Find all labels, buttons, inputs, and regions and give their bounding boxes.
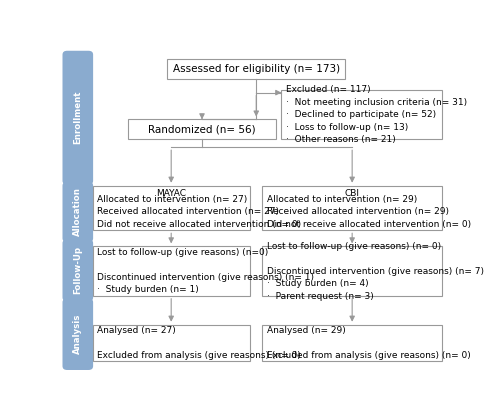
- Text: Lost to follow-up (give reasons) (n= 0)

Discontinued intervention (give reasons: Lost to follow-up (give reasons) (n= 0) …: [266, 242, 484, 300]
- Text: Allocated to intervention (n= 29)
Received allocated intervention (n= 29)
Did no: Allocated to intervention (n= 29) Receiv…: [266, 195, 471, 229]
- Text: Analysis: Analysis: [74, 314, 82, 354]
- FancyBboxPatch shape: [62, 182, 93, 242]
- FancyBboxPatch shape: [62, 239, 93, 301]
- FancyBboxPatch shape: [62, 51, 93, 185]
- Bar: [92, 325, 250, 361]
- Text: Enrollment: Enrollment: [74, 91, 82, 144]
- Bar: [262, 247, 442, 296]
- Bar: [262, 325, 442, 361]
- Text: MAYAC: MAYAC: [156, 189, 186, 198]
- Bar: [262, 186, 442, 230]
- Text: Lost to follow-up (give reasons) (n=0)

Discontinued intervention (give reasons): Lost to follow-up (give reasons) (n=0) D…: [98, 248, 314, 294]
- FancyBboxPatch shape: [62, 298, 93, 370]
- Text: Analysed (n= 27)

Excluded from analysis (give reasons) (n= 0): Analysed (n= 27) Excluded from analysis …: [98, 326, 301, 360]
- Text: Allocated to intervention (n= 27)
Received allocated intervention (n= 27)
Did no: Allocated to intervention (n= 27) Receiv…: [98, 195, 302, 229]
- Text: Follow-Up: Follow-Up: [74, 246, 82, 294]
- Text: CBI: CBI: [344, 189, 360, 198]
- Text: Analysed (n= 29)

Excluded from analysis (give reasons) (n= 0): Analysed (n= 29) Excluded from analysis …: [266, 326, 470, 360]
- Bar: [282, 90, 442, 139]
- Bar: [167, 59, 346, 78]
- Bar: [92, 247, 250, 296]
- Text: Excluded (n= 117)
·  Not meeting inclusion criteria (n= 31)
·  Declined to parti: Excluded (n= 117) · Not meeting inclusio…: [286, 85, 467, 144]
- Bar: [128, 120, 276, 139]
- Text: Randomized (n= 56): Randomized (n= 56): [148, 124, 256, 134]
- Text: Allocation: Allocation: [74, 188, 82, 237]
- Bar: [92, 186, 250, 230]
- Text: Assessed for eligibility (n= 173): Assessed for eligibility (n= 173): [172, 63, 340, 73]
